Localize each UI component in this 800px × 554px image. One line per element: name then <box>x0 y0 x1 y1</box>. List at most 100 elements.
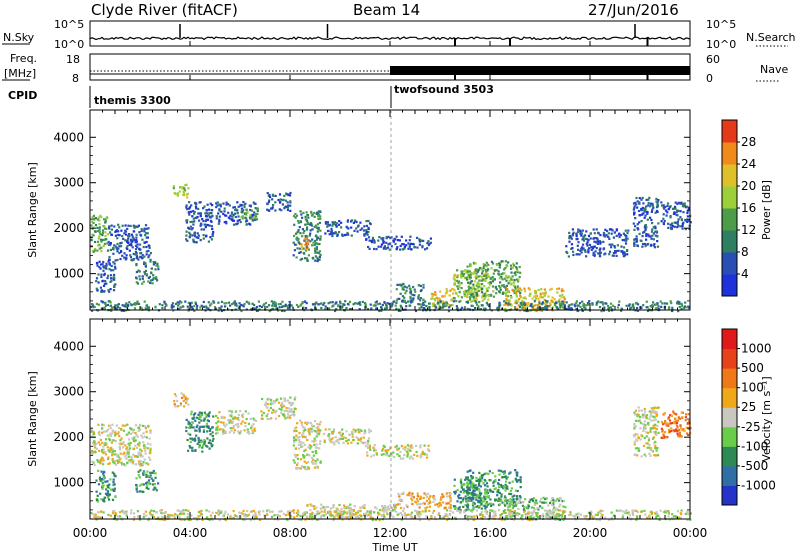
echo-cell <box>460 272 463 275</box>
echo-cell <box>262 411 265 415</box>
echo-cell <box>503 509 507 512</box>
echo-cell <box>210 302 213 305</box>
echo-cell <box>203 443 206 446</box>
echo-cell <box>295 237 298 240</box>
echo-cell <box>637 447 640 450</box>
echo-cell <box>110 233 113 236</box>
echo-cell <box>581 229 584 232</box>
freq-nave-twofsound <box>390 66 690 75</box>
echo-cell <box>216 431 219 434</box>
echo-cell <box>484 507 487 510</box>
echo-cell <box>277 303 280 306</box>
echo-cell <box>443 295 446 298</box>
echo-cell <box>421 246 424 249</box>
echo-cell <box>256 309 259 312</box>
echo-cell <box>256 212 259 215</box>
echo-cell <box>445 302 448 305</box>
echo-cell <box>198 421 201 424</box>
echo-cell <box>279 302 282 306</box>
echo-cell <box>327 302 330 305</box>
echo-cell <box>608 228 612 231</box>
echo-cell <box>383 515 386 518</box>
echo-cell <box>361 506 364 509</box>
echo-cell <box>550 307 553 310</box>
echo-cell <box>378 509 381 512</box>
echo-cell <box>279 198 282 201</box>
echo-cell <box>120 245 123 248</box>
echo-cell <box>456 274 459 277</box>
echo-cell <box>381 237 385 240</box>
echo-cell <box>558 307 561 310</box>
echo-cell <box>396 297 399 300</box>
echo-cell <box>149 431 152 434</box>
echo-cell <box>649 216 652 219</box>
echo-cell <box>539 500 542 503</box>
echo-cell <box>484 491 487 494</box>
echo-cell <box>124 455 127 458</box>
echo-cell <box>449 304 452 307</box>
echo-cell <box>288 305 291 308</box>
echo-cell <box>102 459 105 462</box>
echo-cell <box>277 401 281 404</box>
echo-cell <box>638 221 641 224</box>
echo-cell <box>456 285 459 288</box>
freq-label-2: [MHz] <box>4 67 36 80</box>
echo-cell <box>382 240 385 243</box>
echo-cell <box>255 218 259 221</box>
echo-cell <box>470 289 473 292</box>
echo-cell <box>99 438 102 441</box>
echo-cell <box>625 237 628 240</box>
echo-cell <box>118 234 121 237</box>
echo-cell <box>193 210 196 214</box>
echo-cell <box>398 239 401 242</box>
echo-cell <box>486 485 489 488</box>
velocity-echo-region <box>323 428 372 446</box>
echo-cell <box>98 222 101 226</box>
echo-cell <box>337 305 340 308</box>
echo-cell <box>517 290 520 293</box>
echo-cell <box>233 429 237 432</box>
echo-cell <box>192 223 195 226</box>
echo-cell <box>118 435 121 438</box>
echo-cell <box>508 505 511 508</box>
echo-cell <box>126 247 129 250</box>
echo-cell <box>644 424 647 427</box>
echo-cell <box>510 487 513 490</box>
echo-cell <box>646 442 649 445</box>
echo-cell <box>300 303 303 306</box>
echo-cell <box>201 450 204 453</box>
echo-cell <box>371 241 374 244</box>
echo-cell <box>97 216 100 219</box>
echo-cell <box>307 240 310 243</box>
echo-cell <box>172 185 175 188</box>
echo-cell <box>314 451 317 454</box>
echo-cell <box>523 287 526 290</box>
echo-cell <box>139 233 142 236</box>
echo-cell <box>478 478 482 481</box>
echo-cell <box>106 446 109 449</box>
echo-cell <box>98 226 101 229</box>
echo-cell <box>479 497 482 500</box>
echo-cell <box>151 471 154 474</box>
echo-cell <box>139 428 142 431</box>
echo-cell <box>589 232 592 235</box>
echo-cell <box>463 490 466 493</box>
echo-cell <box>104 442 107 445</box>
echo-cell <box>584 250 587 253</box>
echo-cell <box>461 488 465 491</box>
echo-cell <box>548 509 551 512</box>
echo-cell <box>232 223 236 226</box>
echo-cell <box>358 308 361 311</box>
echo-cell <box>473 280 476 283</box>
echo-cell <box>140 449 143 452</box>
echo-cell <box>519 294 522 297</box>
echo-cell <box>410 497 413 500</box>
echo-cell <box>143 230 146 233</box>
echo-cell <box>468 277 471 280</box>
echo-cell <box>116 250 119 253</box>
freq-tick-bottom: 8 <box>72 72 79 85</box>
echo-cell <box>367 219 370 223</box>
echo-cell <box>498 266 501 269</box>
echo-cell <box>353 219 356 222</box>
echo-cell <box>315 432 319 435</box>
